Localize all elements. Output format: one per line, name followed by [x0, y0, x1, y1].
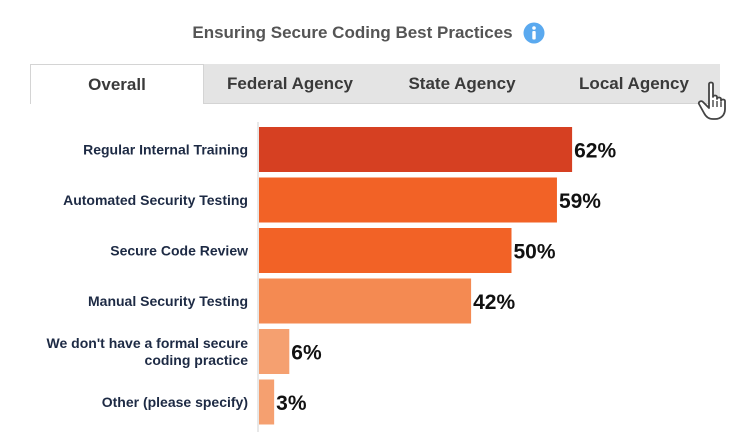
category-label-5: Other (please specify) [102, 394, 248, 410]
bar-2[interactable] [259, 228, 512, 273]
tab-overall[interactable]: Overall [30, 64, 204, 104]
value-label-3: 42% [473, 291, 515, 314]
value-label-1: 59% [559, 190, 601, 213]
category-label-4-line-1: coding practice [145, 352, 249, 368]
info-icon[interactable] [523, 22, 545, 44]
tab-bar: Overall Federal Agency State Agency Loca… [30, 64, 720, 104]
chart-title: Ensuring Secure Coding Best Practices [192, 23, 513, 42]
bar-5[interactable] [259, 379, 275, 425]
bar-3[interactable] [259, 278, 472, 324]
category-label-0: Regular Internal Training [83, 142, 248, 158]
category-label-3: Manual Security Testing [88, 293, 248, 309]
bar-0[interactable] [259, 127, 573, 172]
chart-header: Ensuring Secure Coding Best Practices [0, 22, 737, 44]
value-label-4: 6% [291, 342, 322, 365]
category-label-2: Secure Code Review [110, 243, 248, 259]
tab-federal-agency[interactable]: Federal Agency [227, 73, 353, 93]
value-label-5: 3% [276, 392, 307, 415]
category-label-4-line-0: We don't have a formal secure [47, 335, 249, 351]
bar-1[interactable] [259, 177, 557, 223]
pointer-hand-icon [697, 81, 726, 120]
tab-local-agency[interactable]: Local Agency [579, 73, 689, 93]
value-label-0: 62% [574, 140, 616, 163]
value-label-2: 50% [514, 241, 556, 264]
bar-chart: 62% Regular Internal Training 59% Automated… [47, 122, 616, 432]
bar-4[interactable] [259, 329, 290, 374]
category-label-1: Automated Security Testing [63, 192, 248, 208]
tab-state-agency[interactable]: State Agency [408, 73, 516, 93]
